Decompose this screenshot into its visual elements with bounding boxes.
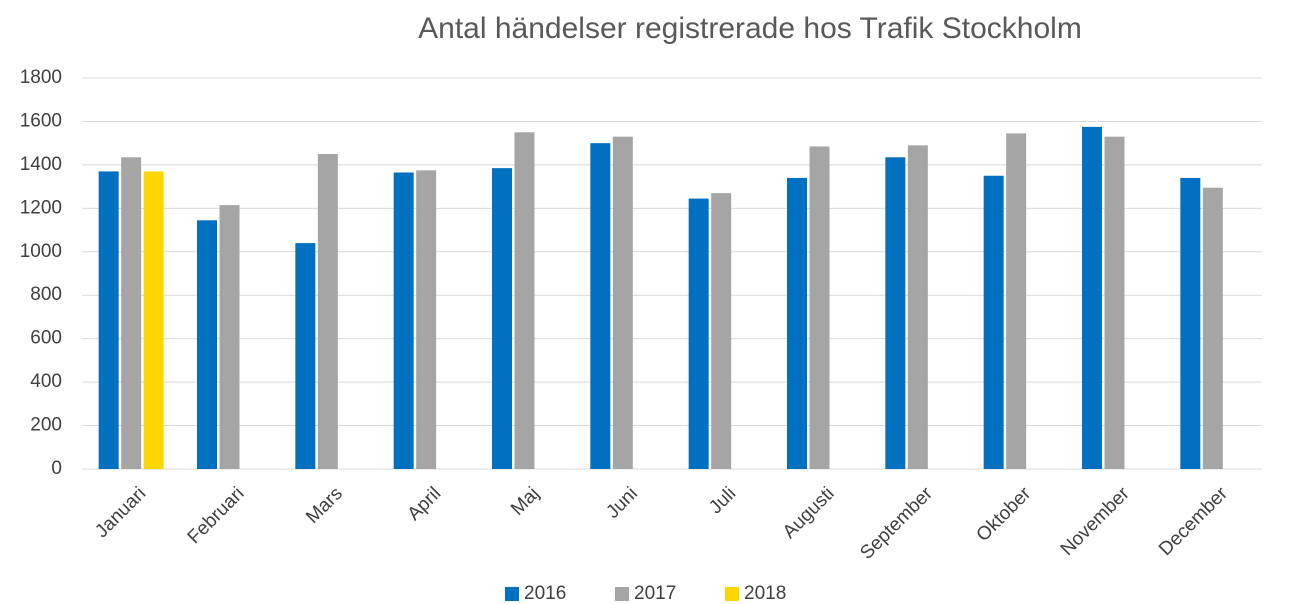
y-tick-label: 1800 [20, 67, 62, 88]
bar [711, 193, 732, 469]
legend-swatch [615, 587, 629, 601]
bar [787, 177, 807, 469]
legend-swatch [725, 587, 739, 601]
x-tick-label: November [1057, 483, 1134, 560]
bar [416, 170, 437, 469]
bar [219, 205, 240, 469]
y-tick-label: 1200 [20, 197, 62, 218]
bar [121, 157, 142, 469]
x-tick-label: September [856, 483, 937, 564]
bar [492, 168, 512, 469]
legend-label: 2016 [524, 583, 566, 604]
y-tick-label: 1600 [20, 110, 62, 131]
y-tick-label: 1000 [20, 241, 62, 262]
bar [1082, 126, 1102, 469]
y-tick-label: 1400 [20, 154, 62, 175]
bar [590, 143, 611, 469]
legend-label: 2017 [634, 583, 676, 604]
bar [1202, 187, 1223, 470]
bar [143, 171, 164, 469]
bar [393, 172, 414, 469]
bar [295, 243, 316, 469]
y-tick-label: 600 [30, 328, 62, 349]
bar [98, 171, 119, 469]
bar [983, 175, 1004, 469]
x-tick-label: Januari [91, 483, 150, 542]
x-tick-label: Juli [705, 483, 740, 518]
bar [1180, 177, 1201, 469]
chart-title: Antal händelser registrerade hos Trafik … [418, 12, 1082, 45]
bar [1104, 136, 1125, 469]
bar [809, 146, 830, 470]
bar [612, 136, 633, 469]
y-tick-label: 400 [30, 371, 62, 392]
x-tick-label: April [404, 483, 446, 525]
y-tick-label: 0 [51, 458, 62, 479]
x-tick-label: Mars [302, 483, 347, 528]
y-tick-label: 800 [30, 284, 62, 305]
bar [1006, 133, 1027, 469]
x-tick-label: Augusti [779, 483, 839, 543]
bar [197, 220, 217, 469]
bar [317, 154, 338, 469]
bar [514, 132, 535, 470]
bar [688, 198, 709, 469]
bar [885, 157, 906, 469]
legend-label: 2018 [744, 583, 786, 604]
legend-swatch [505, 587, 519, 601]
x-tick-label: Oktober [973, 483, 1036, 546]
x-tick-label: Maj [507, 483, 544, 520]
x-tick-label: December [1155, 483, 1232, 560]
x-tick-label: Juni [602, 483, 641, 522]
y-tick-label: 200 [30, 415, 62, 436]
bar [907, 145, 928, 470]
x-tick-label: Februari [184, 483, 249, 548]
